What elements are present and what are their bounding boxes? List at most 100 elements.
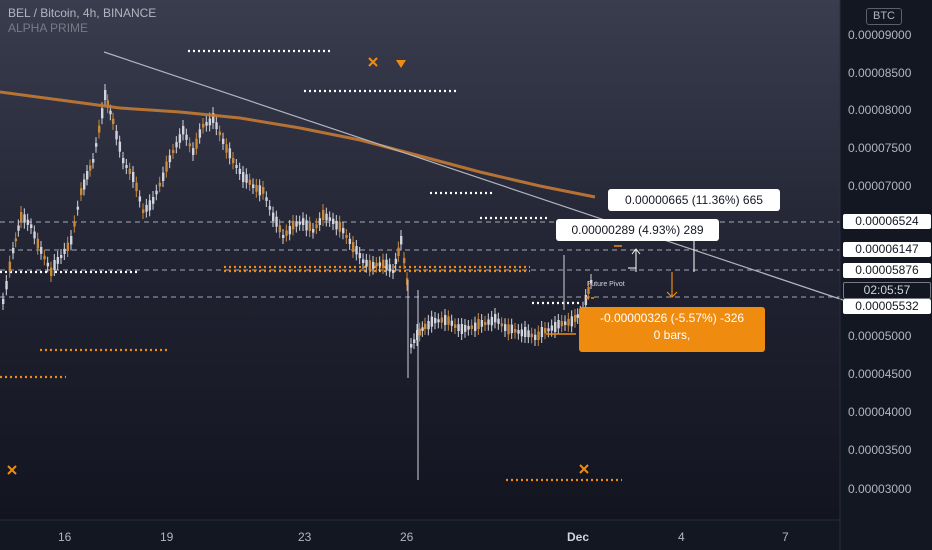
candle-body (272, 212, 275, 221)
candle-body (222, 138, 225, 144)
candle-body (403, 258, 406, 264)
candle-body (322, 210, 325, 220)
candle-body (454, 324, 457, 328)
down-triangle-icon (396, 60, 406, 68)
candle-body (252, 184, 255, 188)
candle-body (175, 142, 178, 148)
candle-body (14, 238, 18, 242)
time-label: 26 (400, 530, 414, 544)
price-tick: 0.00007500 (848, 141, 912, 155)
candle-body (135, 182, 138, 192)
candle-body (56, 257, 60, 264)
candle-body (590, 280, 593, 283)
candle-body (8, 261, 12, 272)
candle-body (288, 225, 292, 235)
candle-body (564, 321, 567, 325)
measure-label-middle[interactable]: 0.00000289 (4.93%) 289 (556, 219, 719, 241)
candle-body (172, 150, 175, 153)
candle-body (474, 322, 477, 331)
candle-body (570, 316, 574, 327)
candle-body (460, 324, 464, 334)
symbol-title[interactable]: BEL / Bitcoin, 4h, BINANCE (8, 6, 157, 20)
candle-body (30, 224, 33, 228)
measure-label-upper[interactable]: 0.00000665 (11.36%) 665 (608, 189, 780, 211)
candle-body (530, 333, 534, 338)
candle-body (165, 161, 168, 172)
price-tick: 0.00004500 (848, 367, 912, 381)
candle-body (540, 327, 544, 337)
candle-body (554, 322, 557, 332)
time-label: 19 (160, 530, 174, 544)
level-price-tag: 0.00006147 (843, 242, 931, 257)
indicator-title[interactable]: ALPHA PRIME (8, 21, 89, 35)
candle-body (537, 331, 540, 340)
candle-body (112, 118, 115, 124)
candle-body (362, 259, 365, 263)
candle-body (292, 221, 295, 230)
candle-body (416, 330, 419, 340)
candle-body (106, 100, 110, 108)
candle-body (484, 322, 487, 325)
candle-body (298, 221, 302, 225)
measure-lower-line2: 0 bars, (653, 328, 691, 342)
candle-body (185, 134, 188, 140)
candle-body (17, 225, 20, 231)
candle-body (80, 188, 83, 195)
candle-body (265, 197, 268, 201)
candle-body (188, 143, 192, 147)
candle-body (547, 328, 550, 332)
candle-body (155, 190, 158, 195)
candle-body (514, 329, 517, 333)
time-label: 23 (298, 530, 312, 544)
x-mark-icon (368, 57, 378, 67)
candle-body (235, 165, 238, 168)
candle-body (70, 236, 73, 245)
candle-body (53, 260, 56, 270)
candle-body (98, 125, 101, 133)
candle-body (335, 220, 338, 230)
x-mark-icon (579, 464, 589, 474)
candle-body (152, 197, 155, 204)
candle-body (36, 238, 40, 249)
candle-body (413, 339, 416, 343)
candle-body (557, 320, 560, 329)
price-tick: 0.00003500 (848, 443, 912, 457)
candle-body (470, 325, 474, 329)
candle-body (550, 325, 554, 331)
candle-body (450, 320, 454, 326)
candle-body (440, 317, 444, 323)
candle-body (497, 318, 500, 324)
candle-body (308, 222, 312, 232)
candle-body (162, 172, 165, 181)
candle-body (40, 247, 43, 254)
currency-button[interactable]: BTC (866, 8, 902, 25)
candle-body (268, 206, 272, 210)
time-label: 7 (782, 530, 789, 544)
candle-body (104, 90, 107, 100)
candle-body (315, 224, 318, 228)
candle-body (510, 324, 514, 334)
candle-body (2, 298, 5, 304)
candle-body (218, 131, 222, 136)
candle-body (560, 321, 564, 327)
measure-label-lower[interactable]: -0.00000326 (-5.57%) -326 0 bars, (579, 307, 765, 352)
candle-body (212, 113, 215, 123)
candle-body (43, 255, 46, 260)
trendline[interactable] (103, 51, 844, 301)
price-tick: 0.00007000 (848, 179, 912, 193)
candle-body (73, 221, 76, 227)
candle-body (517, 330, 520, 334)
candle-body (332, 218, 335, 224)
x-mark-icon (7, 465, 17, 475)
candle-body (382, 259, 385, 268)
candle-body (302, 218, 305, 225)
candle-body (278, 225, 282, 233)
candle-body (574, 315, 577, 322)
candle-body (285, 230, 288, 236)
candle-body (195, 138, 198, 149)
candle-body (12, 248, 15, 254)
candle-body (83, 179, 86, 190)
candle-body (115, 130, 118, 140)
